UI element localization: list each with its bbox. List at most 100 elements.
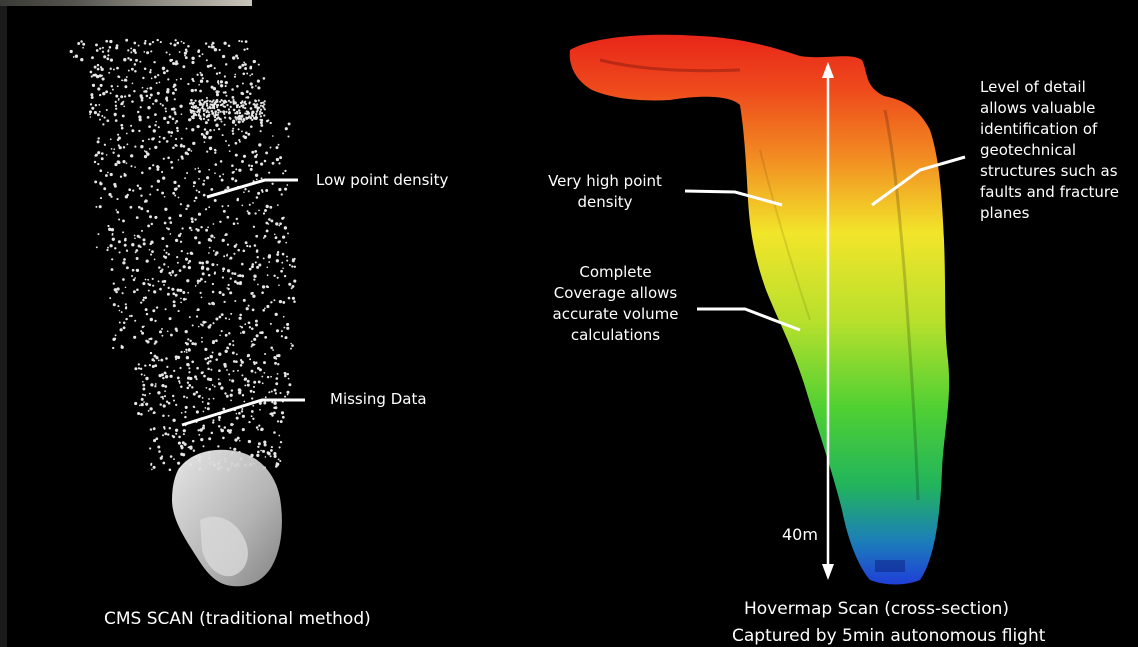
point-cloud-dot bbox=[282, 235, 286, 239]
point-cloud-dot bbox=[250, 345, 253, 348]
point-cloud-dot bbox=[199, 428, 203, 432]
point-cloud-dot bbox=[224, 333, 228, 337]
point-cloud-dot bbox=[107, 171, 109, 174]
point-cloud-dot bbox=[260, 189, 264, 192]
point-cloud-dot bbox=[127, 49, 130, 52]
point-cloud-dot bbox=[194, 106, 197, 109]
point-cloud-dot bbox=[250, 164, 254, 168]
point-cloud-dot bbox=[253, 380, 257, 384]
point-cloud-dot bbox=[256, 79, 260, 83]
point-cloud-dot bbox=[201, 397, 204, 399]
point-cloud-dot bbox=[163, 427, 166, 430]
point-cloud-dot bbox=[255, 234, 259, 238]
point-cloud-dot bbox=[248, 267, 252, 271]
point-cloud-dot bbox=[223, 255, 226, 258]
point-cloud-dot bbox=[115, 44, 119, 47]
point-cloud-dot bbox=[182, 297, 186, 301]
point-cloud-dot bbox=[116, 210, 120, 214]
point-cloud-dot bbox=[224, 116, 227, 119]
point-cloud-dot bbox=[157, 126, 160, 129]
point-cloud-dot bbox=[95, 205, 98, 208]
point-cloud-dot bbox=[226, 346, 229, 350]
point-cloud-dot bbox=[179, 203, 183, 206]
point-cloud-dot bbox=[291, 284, 295, 288]
point-cloud-dot bbox=[179, 240, 183, 243]
point-cloud-dot bbox=[278, 187, 282, 192]
point-cloud-dot bbox=[131, 268, 135, 272]
point-cloud-dot bbox=[120, 95, 124, 99]
point-cloud-dot bbox=[142, 242, 146, 246]
point-cloud-dot bbox=[109, 172, 113, 177]
point-cloud-dot bbox=[215, 93, 220, 97]
point-cloud-dot bbox=[210, 368, 213, 371]
point-cloud-dot bbox=[281, 252, 285, 256]
point-cloud-dot bbox=[194, 375, 197, 379]
point-cloud-dot bbox=[191, 220, 194, 223]
point-cloud-dot bbox=[112, 303, 116, 307]
point-cloud-dot bbox=[228, 332, 231, 335]
point-cloud-dot bbox=[225, 394, 229, 398]
point-cloud-dot bbox=[212, 87, 217, 91]
point-cloud-dot bbox=[72, 56, 75, 58]
point-cloud-dot bbox=[225, 110, 228, 113]
point-cloud-dot bbox=[150, 383, 154, 387]
point-cloud-dot bbox=[279, 391, 282, 395]
point-cloud-dot bbox=[259, 108, 263, 111]
point-cloud-dot bbox=[195, 189, 198, 192]
point-cloud-dot bbox=[249, 92, 252, 96]
point-cloud-dot bbox=[263, 440, 267, 444]
point-cloud-dot bbox=[118, 146, 122, 150]
point-cloud-dot bbox=[234, 299, 237, 303]
point-cloud-dot bbox=[162, 404, 166, 408]
point-cloud-dot bbox=[97, 87, 101, 91]
point-cloud-dot bbox=[273, 451, 277, 456]
point-cloud-dot bbox=[168, 426, 172, 430]
point-cloud-dot bbox=[228, 116, 231, 119]
point-cloud-dot bbox=[178, 269, 182, 272]
point-cloud-dot bbox=[242, 104, 245, 107]
point-cloud-dot bbox=[278, 162, 281, 165]
point-cloud-dot bbox=[222, 436, 225, 440]
point-cloud-dot bbox=[133, 89, 136, 93]
point-cloud-dot bbox=[185, 348, 188, 351]
point-cloud-dot bbox=[280, 330, 283, 333]
point-cloud-dot bbox=[175, 78, 178, 81]
point-cloud-dot bbox=[254, 150, 258, 153]
point-cloud-dot bbox=[249, 107, 253, 110]
point-cloud-dot bbox=[100, 67, 104, 72]
point-cloud-dot bbox=[198, 394, 201, 397]
point-cloud-dot bbox=[280, 411, 285, 415]
point-cloud-dot bbox=[135, 249, 139, 252]
point-cloud-dot bbox=[196, 308, 200, 312]
point-cloud-dot bbox=[241, 63, 245, 67]
point-cloud-dot bbox=[162, 176, 166, 180]
point-cloud-dot bbox=[263, 234, 267, 238]
point-cloud-dot bbox=[252, 59, 256, 64]
point-cloud-dot bbox=[239, 440, 241, 442]
point-cloud-dot bbox=[229, 105, 232, 108]
point-cloud-dot bbox=[149, 68, 152, 72]
point-cloud-dot bbox=[140, 402, 144, 407]
point-cloud-dot bbox=[174, 428, 179, 432]
point-cloud-dot bbox=[117, 144, 120, 147]
point-cloud-dot bbox=[243, 118, 246, 122]
point-cloud-dot bbox=[120, 123, 124, 127]
point-cloud-dot bbox=[240, 326, 244, 329]
point-cloud-dot bbox=[213, 129, 216, 131]
point-cloud-dot bbox=[219, 110, 222, 113]
cms-dense-scan-bottom bbox=[172, 449, 282, 587]
point-cloud-dot bbox=[154, 145, 158, 150]
point-cloud-dot bbox=[140, 373, 143, 376]
point-cloud-dot bbox=[152, 465, 156, 469]
point-cloud-dot bbox=[200, 73, 204, 77]
point-cloud-dot bbox=[142, 387, 146, 391]
point-cloud-dot bbox=[263, 401, 267, 405]
point-cloud-dot bbox=[160, 358, 164, 362]
point-cloud-dot bbox=[246, 47, 249, 51]
point-cloud-dot bbox=[217, 127, 221, 131]
point-cloud-dot bbox=[222, 267, 226, 271]
point-cloud-dot bbox=[158, 81, 161, 84]
point-cloud-dot bbox=[193, 80, 195, 83]
point-cloud-dot bbox=[219, 84, 224, 88]
